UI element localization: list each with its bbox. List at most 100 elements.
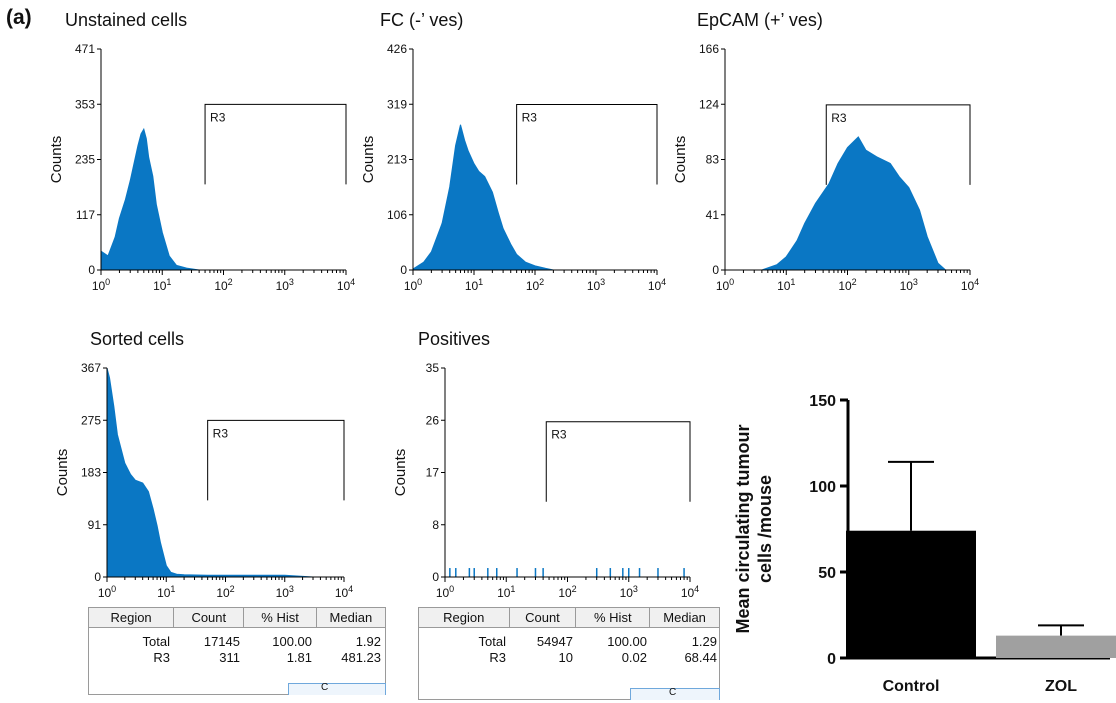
x-tick-label: 100: [98, 584, 116, 600]
y-axis-label: Counts: [360, 136, 377, 184]
y-tick-label: 117: [76, 208, 95, 222]
gate-r3-label: R3: [213, 426, 229, 440]
cell-hist: 1.81: [286, 650, 312, 665]
y-tick-label: 0: [400, 263, 407, 277]
stats-header: Region Count % Hist Median: [418, 607, 720, 628]
y-axis-label: Counts: [54, 449, 71, 497]
x-tick-label: 104: [335, 584, 353, 600]
table-row: Total 17145 100.00 1.92: [89, 634, 385, 650]
histogram-area: [106, 367, 314, 578]
cell-hist: 0.02: [621, 650, 647, 665]
panel-title-epcam: EpCAM (+’ ves): [697, 10, 823, 30]
table-tab-label: C: [321, 682, 329, 693]
x-tick-label: 103: [620, 584, 638, 600]
x-tick-label: 100: [716, 277, 734, 293]
bar-y-tick-label: 50: [818, 565, 836, 582]
y-tick-label: 471: [75, 42, 95, 56]
y-tick-label: 353: [75, 97, 95, 111]
gate-r3-label: R3: [210, 110, 226, 124]
y-tick-label: 183: [81, 466, 101, 480]
x-tick-label: 102: [526, 277, 544, 293]
y-tick-label: 0: [712, 263, 719, 277]
bar-y-tick-label: 100: [809, 479, 836, 496]
stats-table-sorted: Region Count % Hist Median Total 17145 1…: [88, 607, 386, 695]
cell-median: 1.29: [691, 634, 717, 649]
header-median: Median: [663, 610, 706, 625]
x-tick-label: 103: [587, 277, 605, 293]
x-tick-label: 100: [92, 277, 110, 293]
table-row: R3 311 1.81 481.23: [89, 650, 385, 666]
x-tick-label: 103: [276, 584, 294, 600]
table-tab[interactable]: C: [288, 682, 386, 695]
x-tick-label: 104: [337, 277, 355, 293]
x-tick-label: 101: [777, 277, 795, 293]
x-tick-label: 104: [961, 277, 979, 293]
x-tick-label: 103: [900, 277, 918, 293]
panel-title-positives: Positives: [418, 329, 491, 349]
bar-y-axis-label: Mean circulating tumour: [733, 424, 753, 633]
cell-count: 17145: [203, 634, 240, 649]
panel-title-unstained: Unstained cells: [65, 10, 188, 30]
cell-count: 311: [219, 650, 240, 665]
bar-zol: [996, 635, 1116, 658]
y-tick-label: 91: [88, 518, 102, 532]
bar-y-tick-label: 150: [809, 393, 836, 410]
cell-region: Total: [142, 634, 170, 649]
header-count: Count: [174, 608, 245, 627]
x-tick-label: 104: [681, 584, 699, 600]
cell-region: R3: [153, 650, 170, 665]
x-tick-label: 102: [214, 277, 232, 293]
gate-r3-label: R3: [831, 111, 847, 125]
x-tick-label: 104: [648, 277, 666, 293]
cell-region: R3: [489, 650, 506, 665]
y-tick-label: 8: [432, 518, 439, 532]
y-axis-label: Counts: [48, 136, 65, 184]
x-tick-label: 102: [558, 584, 576, 600]
gate-r3-bracket: [204, 103, 347, 185]
cell-hist: 100.00: [272, 634, 312, 649]
header-hist: % Hist: [576, 608, 651, 627]
y-tick-label: 426: [387, 42, 407, 56]
y-tick-label: 106: [387, 208, 407, 222]
stats-table-positives: Region Count % Hist Median Total 54947 1…: [418, 607, 720, 700]
header-count: Count: [510, 608, 577, 627]
x-tick-label: 101: [157, 584, 175, 600]
stats-header: Region Count % Hist Median: [88, 607, 386, 628]
y-tick-label: 367: [81, 361, 101, 375]
header-region: Region: [419, 608, 510, 627]
y-tick-label: 275: [81, 413, 101, 427]
y-axis-label: Counts: [672, 136, 689, 184]
y-tick-label: 0: [88, 263, 95, 277]
table-row: R3 10 0.02 68.44: [419, 650, 721, 666]
x-tick-label: 103: [276, 277, 294, 293]
cell-count: 10: [558, 650, 573, 665]
histogram-area: [412, 124, 554, 271]
cell-region: Total: [478, 634, 506, 649]
bar-category-label: ZOL: [1045, 678, 1077, 695]
y-tick-label: 17: [426, 466, 440, 480]
y-tick-label: 166: [699, 42, 719, 56]
gate-r3-bracket: [516, 104, 658, 185]
y-tick-label: 319: [387, 97, 407, 111]
gate-r3-bracket: [545, 421, 691, 502]
y-tick-label: 35: [426, 361, 440, 375]
bar-category-label: Control: [883, 678, 940, 695]
y-tick-label: 0: [94, 570, 101, 584]
table-tab[interactable]: C: [630, 687, 720, 700]
y-tick-label: 213: [387, 153, 407, 167]
panel-label: (a): [6, 6, 32, 29]
x-tick-label: 102: [838, 277, 856, 293]
bar-y-axis-label: cells /mouse: [755, 475, 775, 583]
y-tick-label: 41: [706, 208, 720, 222]
x-tick-label: 101: [497, 584, 515, 600]
y-tick-label: 0: [432, 570, 439, 584]
y-tick-label: 26: [426, 413, 440, 427]
y-tick-label: 235: [75, 153, 95, 167]
bar-y-tick-label: 0: [827, 651, 836, 668]
table-row: Total 54947 100.00 1.29: [419, 634, 721, 650]
x-tick-label: 100: [404, 277, 422, 293]
histogram-area: [761, 136, 947, 271]
table-tab-label: C: [669, 687, 677, 698]
gate-r3-label: R3: [522, 111, 538, 125]
